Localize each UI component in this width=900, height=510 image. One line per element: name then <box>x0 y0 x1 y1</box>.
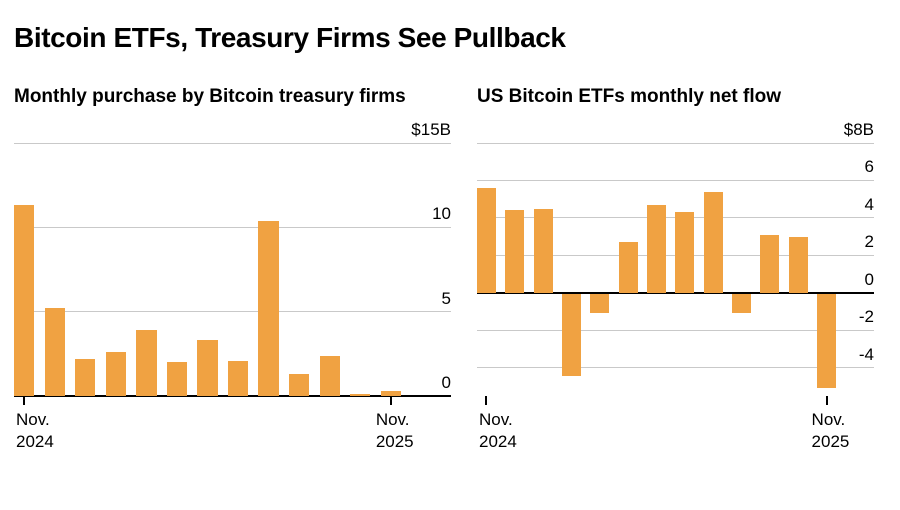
gridline <box>477 179 874 181</box>
bar <box>590 293 610 313</box>
x-axis-start-label-line2: 2024 <box>16 432 54 452</box>
bar <box>105 352 127 396</box>
x-axis-tick <box>825 396 828 405</box>
bar <box>505 210 525 293</box>
bar <box>288 374 310 396</box>
x-axis-start-label-line1: Nov. <box>479 410 513 429</box>
bar <box>788 236 808 293</box>
y-tick-label: 4 <box>864 194 874 214</box>
x-axis-end-label: Nov. 2025 <box>812 409 850 453</box>
gridline <box>477 367 874 369</box>
bar <box>703 191 723 293</box>
x-axis-tick <box>389 396 392 405</box>
gridline <box>477 329 874 331</box>
zero-axis-line <box>14 395 451 397</box>
bar <box>350 394 371 396</box>
plot-area-etf: 6 4 2 0 -2 -4 <box>477 142 874 405</box>
y-tick-label: 10 <box>432 204 451 224</box>
x-axis-labels: Nov. 2024 Nov. 2025 <box>477 409 874 459</box>
bar <box>477 187 496 293</box>
bar <box>533 208 553 293</box>
y-tick-label: 5 <box>441 288 451 308</box>
gridline <box>477 142 874 144</box>
bar <box>258 220 279 396</box>
bar <box>760 234 780 293</box>
chart-subtitle-etf: US Bitcoin ETFs monthly net flow <box>477 86 781 107</box>
chart-panel-etf-net-flow: US Bitcoin ETFs monthly net flow $8B 6 4 2… <box>477 86 874 459</box>
bar <box>562 293 581 377</box>
bar <box>647 204 666 293</box>
bar <box>14 205 35 396</box>
bar <box>197 340 218 396</box>
x-axis-start-label-line2: 2024 <box>479 432 517 452</box>
bar <box>675 212 695 293</box>
zero-axis-line <box>477 291 874 294</box>
bar <box>618 242 638 293</box>
y-tick-label: 0 <box>441 373 451 392</box>
x-axis-end-label-line2: 2025 <box>375 432 414 452</box>
x-axis-tick <box>485 396 488 405</box>
gridline <box>14 311 451 313</box>
x-axis-tick <box>23 396 26 405</box>
bar <box>75 358 96 396</box>
y-axis-unit-label: $15B <box>411 120 451 139</box>
gridline <box>14 142 451 144</box>
bar <box>136 330 157 396</box>
bar <box>227 360 249 396</box>
plot-area-treasury: 10 5 0 <box>14 142 451 405</box>
gridline <box>14 226 451 228</box>
bar <box>44 308 65 396</box>
charts-row: Monthly purchase by Bitcoin treasury fir… <box>14 86 886 459</box>
bar <box>319 355 340 396</box>
bar <box>166 362 188 396</box>
x-axis-labels: Nov. 2024 Nov. 2025 <box>14 409 451 459</box>
y-axis-unit-label: $8B <box>843 120 874 139</box>
x-axis-end-label-line1: Nov. <box>811 410 846 429</box>
x-axis-start-label-line1: Nov. <box>16 410 50 429</box>
y-tick-label: -4 <box>858 344 874 364</box>
page-title: Bitcoin ETFs, Treasury Firms See Pullbac… <box>14 22 566 53</box>
y-tick-label: 6 <box>864 157 874 177</box>
bar <box>380 390 401 396</box>
bar <box>817 293 836 388</box>
x-axis-start-label: Nov. 2024 <box>479 409 517 453</box>
y-tick-label: -2 <box>858 307 874 327</box>
x-axis-start-label: Nov. 2024 <box>16 409 54 453</box>
chart-subtitle-treasury: Monthly purchase by Bitcoin treasury fir… <box>14 86 406 107</box>
y-tick-label: 2 <box>864 232 874 252</box>
x-axis-end-label-line1: Nov. <box>375 410 410 429</box>
chart-panel-treasury-firms: Monthly purchase by Bitcoin treasury fir… <box>14 86 451 459</box>
y-tick-label: 0 <box>864 269 874 289</box>
x-axis-end-label-line2: 2025 <box>811 432 850 452</box>
bar <box>732 293 751 313</box>
x-axis-end-label: Nov. 2025 <box>376 409 414 453</box>
